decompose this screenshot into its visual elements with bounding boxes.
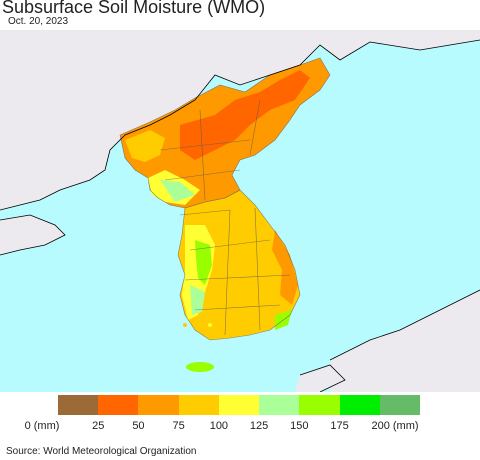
legend-tick-label: 0 (mm): [24, 420, 60, 432]
japan-land: [330, 290, 480, 392]
liaodong-land: [20, 110, 60, 140]
japan-land-west: [295, 365, 345, 392]
soil-moisture-map: [0, 30, 480, 392]
south-korea-green-a: [195, 240, 212, 285]
south-korea: [178, 190, 300, 340]
coastline: [0, 39, 480, 392]
china-land: [0, 30, 480, 210]
legend-swatch: [178, 395, 219, 415]
map-date: Oct. 20, 2023: [8, 16, 69, 27]
legend-tick-label: 150: [290, 420, 309, 432]
admin-boundaries: [119, 57, 331, 341]
legend-swatch: [138, 395, 179, 415]
north-korea-west-coast: [125, 130, 165, 162]
map-title: Subsurface Soil Moisture (WMO): [2, 0, 266, 17]
jeju-island: [186, 362, 214, 372]
legend-tick-label: 125: [249, 420, 269, 432]
legend-tick-label: 25: [92, 420, 105, 432]
legend-tick-label: 175: [330, 420, 349, 432]
legend-colorbar: [58, 395, 420, 415]
south-korea-green-b: [190, 285, 205, 315]
legend-swatch: [299, 395, 340, 415]
legend-tick-label: 75: [172, 420, 185, 432]
legend-tick-label: 200 (mm): [371, 420, 419, 432]
north-korea-green: [160, 180, 195, 202]
legend-swatch: [259, 395, 300, 415]
legend-ticks: 0 (mm) 25 50 75 100 125 150 175 200 (mm): [0, 420, 480, 434]
legend-swatch: [339, 395, 380, 415]
legend-swatch: [58, 395, 99, 415]
legend-swatch: [379, 395, 420, 415]
south-korea-east-orange: [272, 230, 298, 305]
shandong-land: [0, 215, 65, 255]
legend-tick-label: 50: [132, 420, 145, 432]
island-dot: [208, 323, 212, 327]
island-dot: [183, 323, 187, 327]
source-note: Source: World Meteorological Organizatio…: [6, 446, 197, 457]
legend-swatch: [218, 395, 260, 415]
legend-swatch: [98, 395, 139, 415]
north-korea-dry-core: [180, 70, 310, 160]
legend-tick-label: 100: [209, 420, 229, 432]
